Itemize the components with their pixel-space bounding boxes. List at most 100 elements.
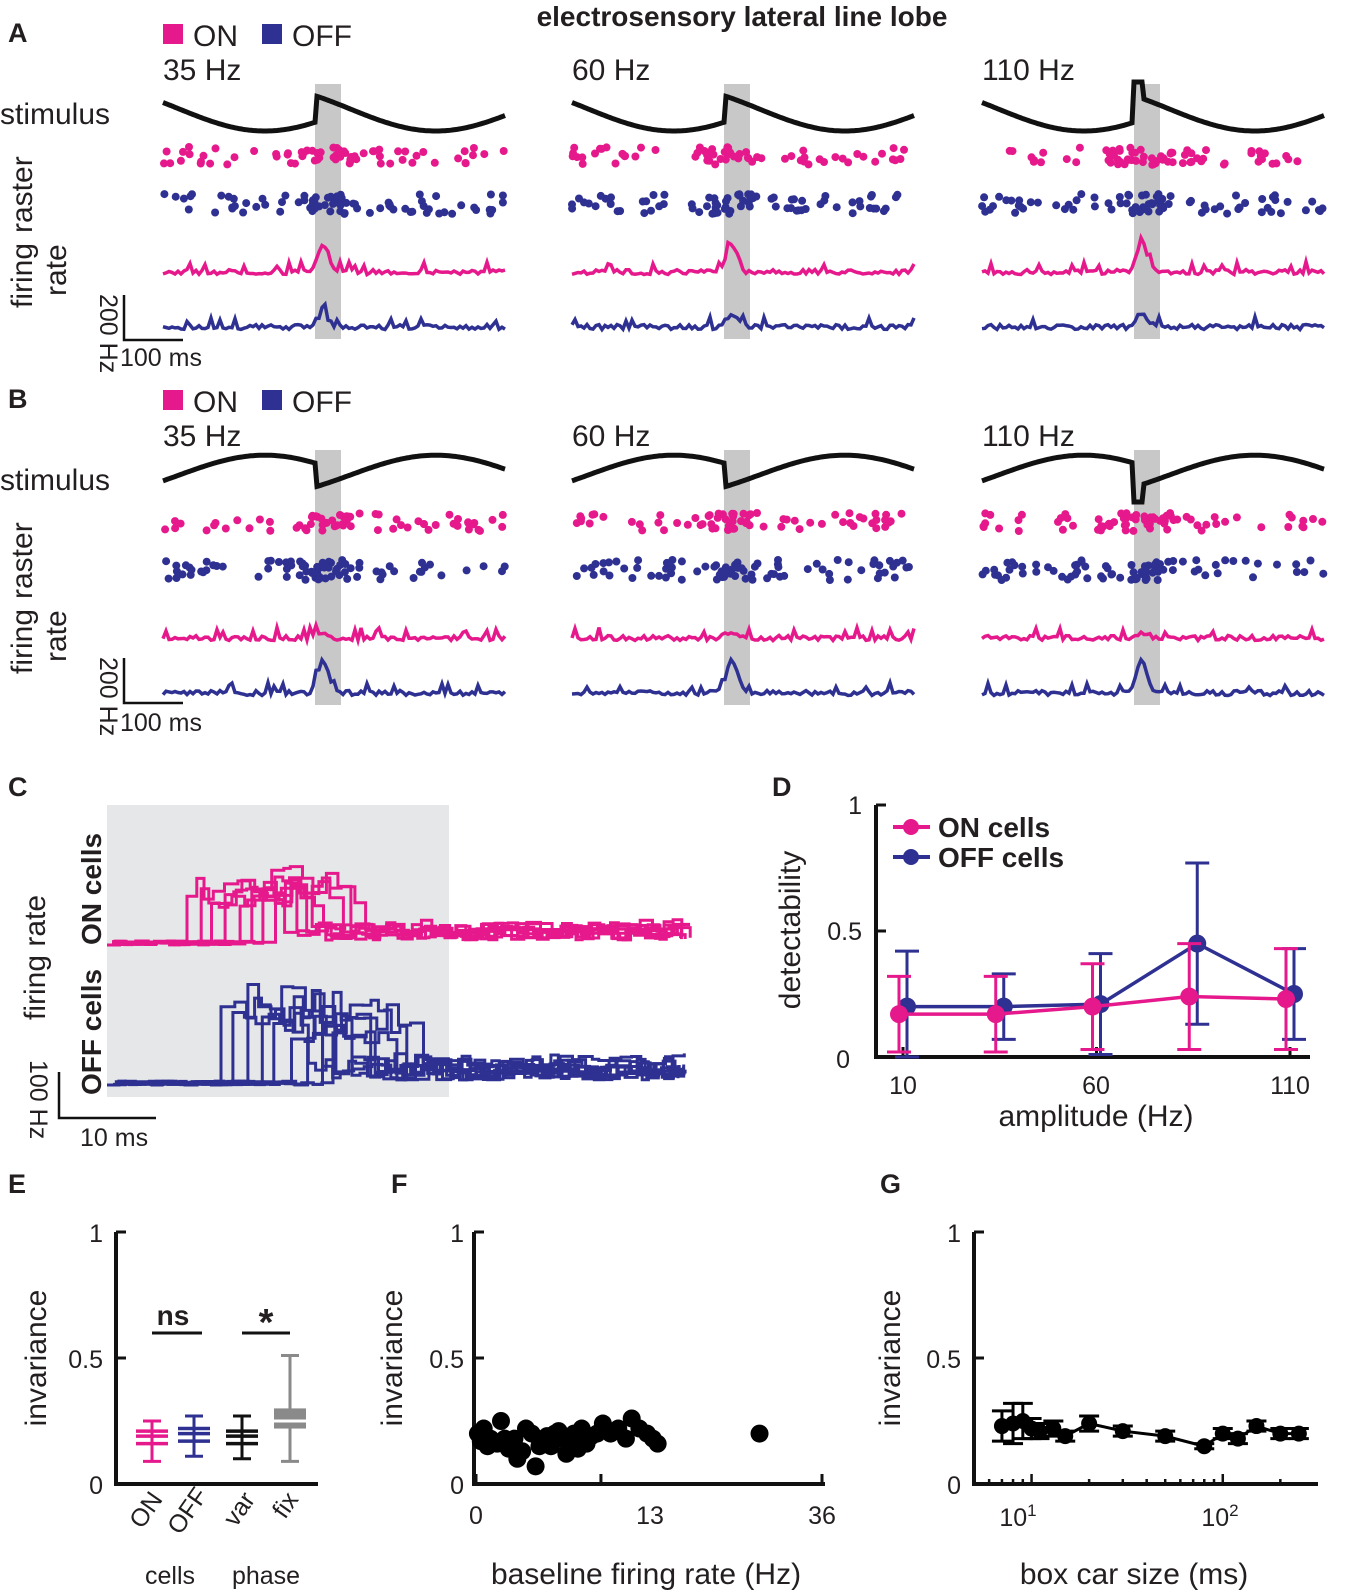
raster-spike-off (1026, 198, 1035, 207)
panel-e-group-cells: cells (145, 1562, 195, 1590)
raster-spike-on (897, 509, 906, 518)
raster-spike-off (722, 197, 730, 206)
raster-spike-off (1270, 191, 1279, 200)
raster-spike-on (401, 147, 410, 156)
panel-g-ytick-05: 0.5 (926, 1346, 961, 1374)
raster-spike-on (1212, 520, 1221, 528)
raster-spike-off (879, 207, 888, 216)
raster-spike-off (326, 207, 335, 216)
raster-spike-on (621, 152, 630, 160)
raster-spike-on (1014, 527, 1023, 535)
raster-spike-on (397, 521, 405, 530)
legend-b-on-label: ON (193, 386, 238, 419)
raster-spike-off (1221, 556, 1230, 565)
raster-spike-off (642, 197, 651, 206)
panel-g-point (1229, 1430, 1246, 1447)
raster-spike-on (331, 155, 340, 164)
panel-d-point (1083, 997, 1102, 1016)
raster-spike-on (176, 156, 185, 165)
raster-spike-off (649, 191, 658, 199)
raster-spike-on (452, 521, 461, 530)
raster-spike-on (716, 155, 725, 163)
raster-spike-on (718, 510, 727, 519)
raster-spike-off (728, 565, 737, 574)
raster-spike-on (1210, 513, 1219, 522)
raster-spike-off (185, 563, 194, 572)
raster-spike-on (454, 515, 462, 523)
raster-spike-off (1060, 205, 1069, 214)
raster-spike-off (1129, 568, 1138, 577)
raster-spike-off (264, 564, 273, 573)
raster-spike-on (576, 512, 585, 521)
raster-spike-on (1037, 158, 1045, 167)
panel-f-letter: F (391, 1169, 408, 1199)
raster-spike-on (499, 147, 508, 155)
raster-spike-off (343, 574, 352, 583)
raster-spike-off (346, 564, 355, 573)
panel-d-point (1277, 990, 1295, 1009)
raster-spike-off (424, 205, 433, 214)
raster-spike-on (707, 520, 716, 529)
raster-spike-on (878, 149, 886, 158)
raster-spike-off (437, 571, 446, 580)
raster-spike-on (568, 152, 577, 161)
raster-spike-on (570, 143, 579, 152)
panel-d-point (1180, 987, 1199, 1006)
raster-spike-on (602, 143, 611, 152)
panel-d-xtick-60: 60 (1082, 1072, 1110, 1100)
raster-spike-on (1257, 523, 1266, 532)
raster-spike-on (1094, 515, 1103, 524)
panel-g-point (1272, 1425, 1289, 1442)
raster-spike-on (464, 525, 473, 534)
raster-spike-off (472, 206, 481, 214)
raster-spike-off (712, 561, 721, 570)
panel-e-xtick-var: var (218, 1487, 261, 1532)
raster-spike-off (748, 575, 757, 584)
panel-f-ylabel: invariance (376, 1290, 409, 1427)
raster-spike-off (589, 570, 598, 579)
legend-a-on-label: ON (193, 20, 238, 53)
panel-f-point (750, 1424, 769, 1443)
panel-e-ytick-05: 0.5 (68, 1346, 103, 1374)
raster-spike-on (743, 153, 752, 162)
raster-spike-off (276, 207, 285, 216)
legend-d-on-label: ON cells (938, 812, 1050, 843)
panel-b-scale-bar (122, 658, 183, 705)
raster-spike-on (1149, 160, 1158, 169)
raster-spike-on (1220, 159, 1229, 168)
raster-spike-on (373, 526, 382, 535)
raster-spike-off (978, 202, 987, 211)
raster-spike-on (333, 521, 342, 530)
raster-spike-on (386, 159, 395, 168)
raster-spike-off (867, 192, 875, 201)
raster-spike-off (1011, 208, 1020, 217)
raster-spike-off (774, 563, 783, 572)
raster-spike-off (1197, 208, 1206, 217)
raster-spike-on (1104, 156, 1113, 165)
panel-c-letter: C (8, 772, 28, 802)
raster-spike-off (1164, 200, 1173, 208)
raster-spike-on (431, 521, 440, 529)
raster-spike-on (804, 160, 813, 169)
raster-spike-off (677, 557, 686, 566)
raster-spike-on (817, 519, 826, 528)
raster-spike-on (470, 519, 479, 527)
raster-spike-on (591, 149, 599, 158)
raster-spike-off (479, 562, 488, 571)
raster-spike-off (572, 572, 581, 580)
stimulus-trace (571, 93, 915, 134)
raster-spike-off (1314, 206, 1323, 215)
legend-b-off-label: OFF (292, 386, 352, 419)
raster-spike-off (703, 202, 711, 211)
raster-spike-on (419, 148, 428, 156)
raster-spike-off (634, 556, 643, 565)
raster-spike-on (185, 143, 193, 151)
raster-spike-off (1235, 203, 1244, 212)
raster-spike-on (1014, 516, 1023, 525)
raster-spike-off (408, 207, 417, 216)
raster-spike-on (344, 512, 353, 521)
raster-spike-off (873, 574, 882, 583)
raster-spike-off (798, 196, 807, 205)
raster-spike-off (314, 575, 323, 584)
raster-spike-off (1108, 570, 1117, 579)
